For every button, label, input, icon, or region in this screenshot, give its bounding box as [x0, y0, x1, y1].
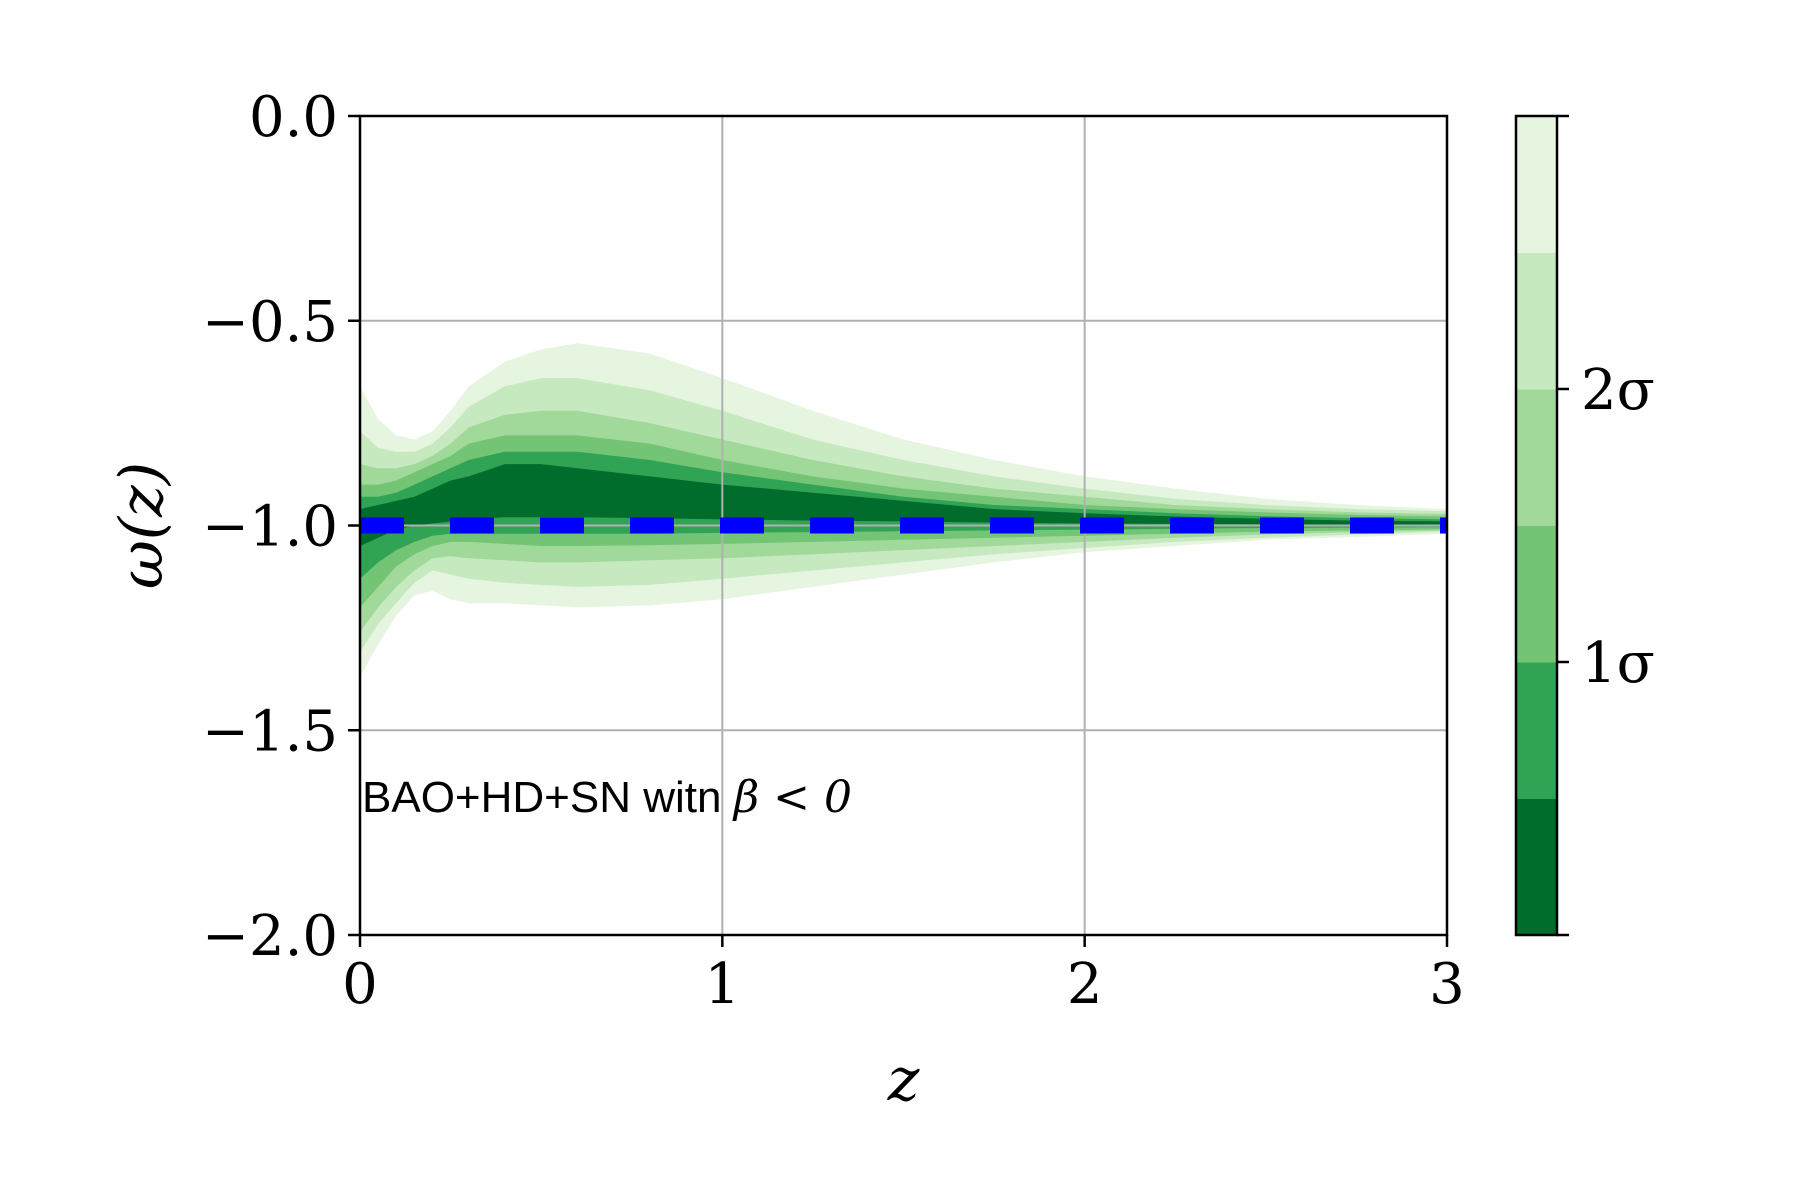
colorbar-segment-5: [1516, 116, 1557, 253]
y-tick-label-2: −1.0: [202, 495, 338, 560]
colorbar-segment-1: [1516, 662, 1557, 799]
y-tick-label-1: −0.5: [202, 290, 338, 355]
y-tick-label-4: −2.0: [202, 904, 338, 969]
colorbar-label-1: 2σ: [1581, 358, 1655, 423]
confidence-bands: [360, 343, 1447, 677]
x-tick-label-0: 0: [342, 952, 378, 1017]
annotation-text: BAO+HD+SN witn: [362, 773, 734, 822]
colorbar-segment-3: [1516, 389, 1557, 526]
x-tick-label-2: 2: [1067, 952, 1103, 1017]
colorbar-segment-4: [1516, 252, 1557, 390]
y-tick-label-3: −1.5: [202, 699, 338, 764]
y-tick-label-0: 0.0: [249, 85, 338, 150]
colorbar: 1σ 2σ: [1514, 114, 1655, 937]
x-tick-label-3: 3: [1429, 952, 1465, 1017]
colorbar-label-0: 1σ: [1581, 631, 1655, 696]
plot-area: 0 1 2 3 0.0 −0.5 −1.0 −1.5 −2.0: [202, 85, 1465, 1017]
colorbar-segment-0: [1516, 798, 1557, 936]
x-axis-label: z: [887, 1045, 920, 1115]
y-axis-label: ω(z): [107, 462, 177, 589]
dataset-annotation: BAO+HD+SN witn β < 0: [362, 772, 852, 823]
colorbar-frame: [1514, 114, 1559, 937]
confidence-band-6: [360, 464, 1447, 546]
y-axis-ticks: 0.0 −0.5 −1.0 −1.5 −2.0: [202, 85, 360, 969]
x-tick-label-1: 1: [705, 952, 741, 1017]
x-axis-ticks: 0 1 2 3: [342, 935, 1465, 1017]
colorbar-segment-2: [1516, 525, 1557, 663]
annotation-math: β < 0: [732, 772, 852, 823]
